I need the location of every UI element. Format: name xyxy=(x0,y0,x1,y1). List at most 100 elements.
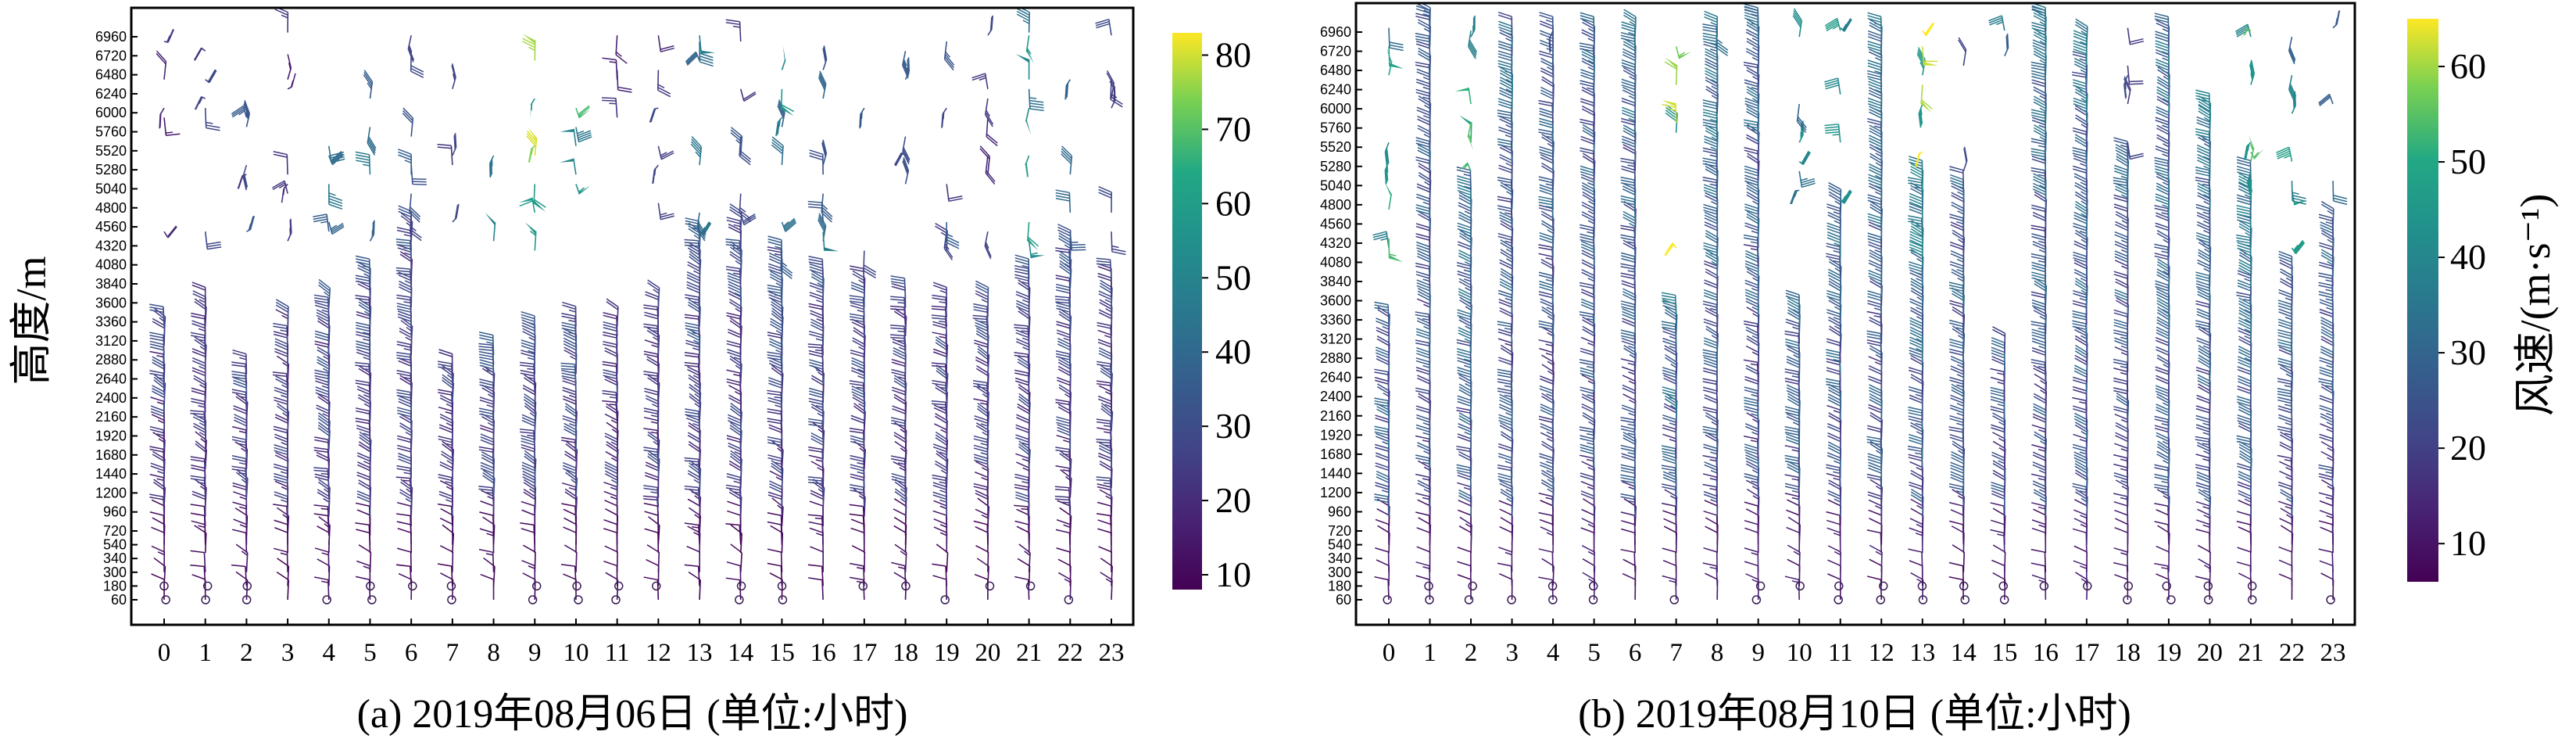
wind-barb xyxy=(575,127,592,143)
calm-circle xyxy=(1548,595,1558,604)
wind-barb xyxy=(152,517,166,545)
wind-barb xyxy=(1949,404,1965,431)
barbs-b xyxy=(1372,3,2348,604)
wind-barb xyxy=(287,54,292,80)
wind-barb xyxy=(1497,562,1513,586)
wind-barb xyxy=(1705,517,1719,545)
wind-barb xyxy=(2113,547,2129,572)
wind-barb xyxy=(1384,142,1390,167)
wind-barb xyxy=(369,220,375,242)
wind-barb xyxy=(767,548,783,572)
y-tick-label: 180 xyxy=(1328,578,1351,594)
y-tick-label: 3360 xyxy=(95,314,127,330)
wind-barb xyxy=(809,149,824,175)
wind-barb xyxy=(2237,547,2252,572)
wind-barb xyxy=(1581,403,1595,431)
wind-barb xyxy=(1990,529,2005,554)
wind-barb xyxy=(159,107,165,129)
y-tick-label: 6720 xyxy=(1320,44,1351,59)
wind-barb xyxy=(563,573,577,601)
y-tick-label: 960 xyxy=(103,504,127,520)
x-tick-label: 21 xyxy=(2238,639,2263,667)
wind-barb xyxy=(232,529,248,554)
wind-barb xyxy=(770,525,784,554)
y-tick-label: 6480 xyxy=(95,67,127,83)
wind-barb xyxy=(1992,544,2006,572)
wind-barb xyxy=(946,184,963,203)
wind-barb xyxy=(1100,572,1113,601)
x-tick-label: 23 xyxy=(1099,639,1125,667)
wind-barb xyxy=(530,98,535,120)
wind-barb xyxy=(2236,520,2252,545)
wind-barb xyxy=(1457,547,1472,572)
wind-barb xyxy=(699,41,714,67)
wind-barb xyxy=(204,231,222,250)
wind-barb xyxy=(807,564,824,586)
x-tick-label: 2 xyxy=(240,639,253,667)
wind-barb xyxy=(1952,325,1966,354)
wind-barb xyxy=(809,359,824,384)
plot-area-a xyxy=(130,6,1135,626)
wind-barb xyxy=(687,366,701,393)
y-axis-label-a: 高度/m xyxy=(8,256,55,385)
y-tick-label: 2160 xyxy=(95,409,127,425)
wind-barb xyxy=(932,563,948,586)
wind-barb xyxy=(563,526,577,554)
wind-barb xyxy=(1785,289,1801,315)
wind-barb xyxy=(1705,85,1719,114)
wind-barb xyxy=(480,573,495,601)
calm-circle xyxy=(777,581,787,591)
wind-barb xyxy=(657,145,674,160)
wind-barb xyxy=(902,51,910,79)
y-tick-label: 1200 xyxy=(95,485,127,500)
wind-barb xyxy=(151,545,166,572)
wind-barb xyxy=(1015,338,1030,365)
wind-barb xyxy=(194,96,206,110)
wind-barb xyxy=(2033,364,2047,393)
wind-barb xyxy=(1869,544,1883,572)
wind-barb xyxy=(231,105,248,118)
wind-barb xyxy=(1703,547,1718,572)
wind-barb xyxy=(355,361,371,384)
x-tick-label: 19 xyxy=(934,639,960,667)
wind-barb xyxy=(1907,177,1923,200)
wind-barb xyxy=(522,544,536,572)
panel-b: 6018030034054072096012001440168019202160… xyxy=(1320,2,2559,737)
wind-barb xyxy=(1798,170,1816,188)
wind-barb xyxy=(975,319,989,346)
calm-circle xyxy=(2203,595,2213,604)
wind-barb xyxy=(359,431,372,460)
calm-circle xyxy=(2039,581,2049,591)
wind-barb xyxy=(2320,526,2334,554)
wind-barb xyxy=(1055,464,1072,489)
wind-barb xyxy=(1467,123,1474,151)
wind-barb xyxy=(152,317,166,346)
wind-barb xyxy=(273,547,288,572)
wind-barb xyxy=(975,545,989,572)
wind-barb xyxy=(1744,3,1759,28)
wind-barb xyxy=(281,183,288,203)
wind-barb xyxy=(193,422,207,450)
wind-barb xyxy=(725,19,742,42)
calm-circle xyxy=(1425,595,1434,604)
calm-circle xyxy=(2248,595,2257,604)
wind-barb xyxy=(1704,10,1719,38)
wind-barb xyxy=(1705,67,1719,95)
wind-barb xyxy=(1623,210,1637,239)
wind-barb xyxy=(407,35,415,63)
colorbar-tick-label: 60 xyxy=(2450,46,2486,86)
wind-barb xyxy=(2074,134,2088,162)
wind-barb xyxy=(2249,134,2255,162)
y-tick-label: 4560 xyxy=(1320,216,1351,231)
wind-barb xyxy=(1918,103,1923,128)
wind-barb xyxy=(355,255,371,279)
wind-barb xyxy=(560,158,577,175)
wind-barb xyxy=(564,403,578,432)
wind-barb xyxy=(274,8,289,33)
wind-barb xyxy=(489,155,495,178)
wind-barb xyxy=(1745,297,1759,325)
wind-barb xyxy=(1055,189,1072,213)
wind-barb xyxy=(439,545,454,572)
wind-barb xyxy=(1909,461,1923,488)
wind-barb xyxy=(852,393,866,422)
